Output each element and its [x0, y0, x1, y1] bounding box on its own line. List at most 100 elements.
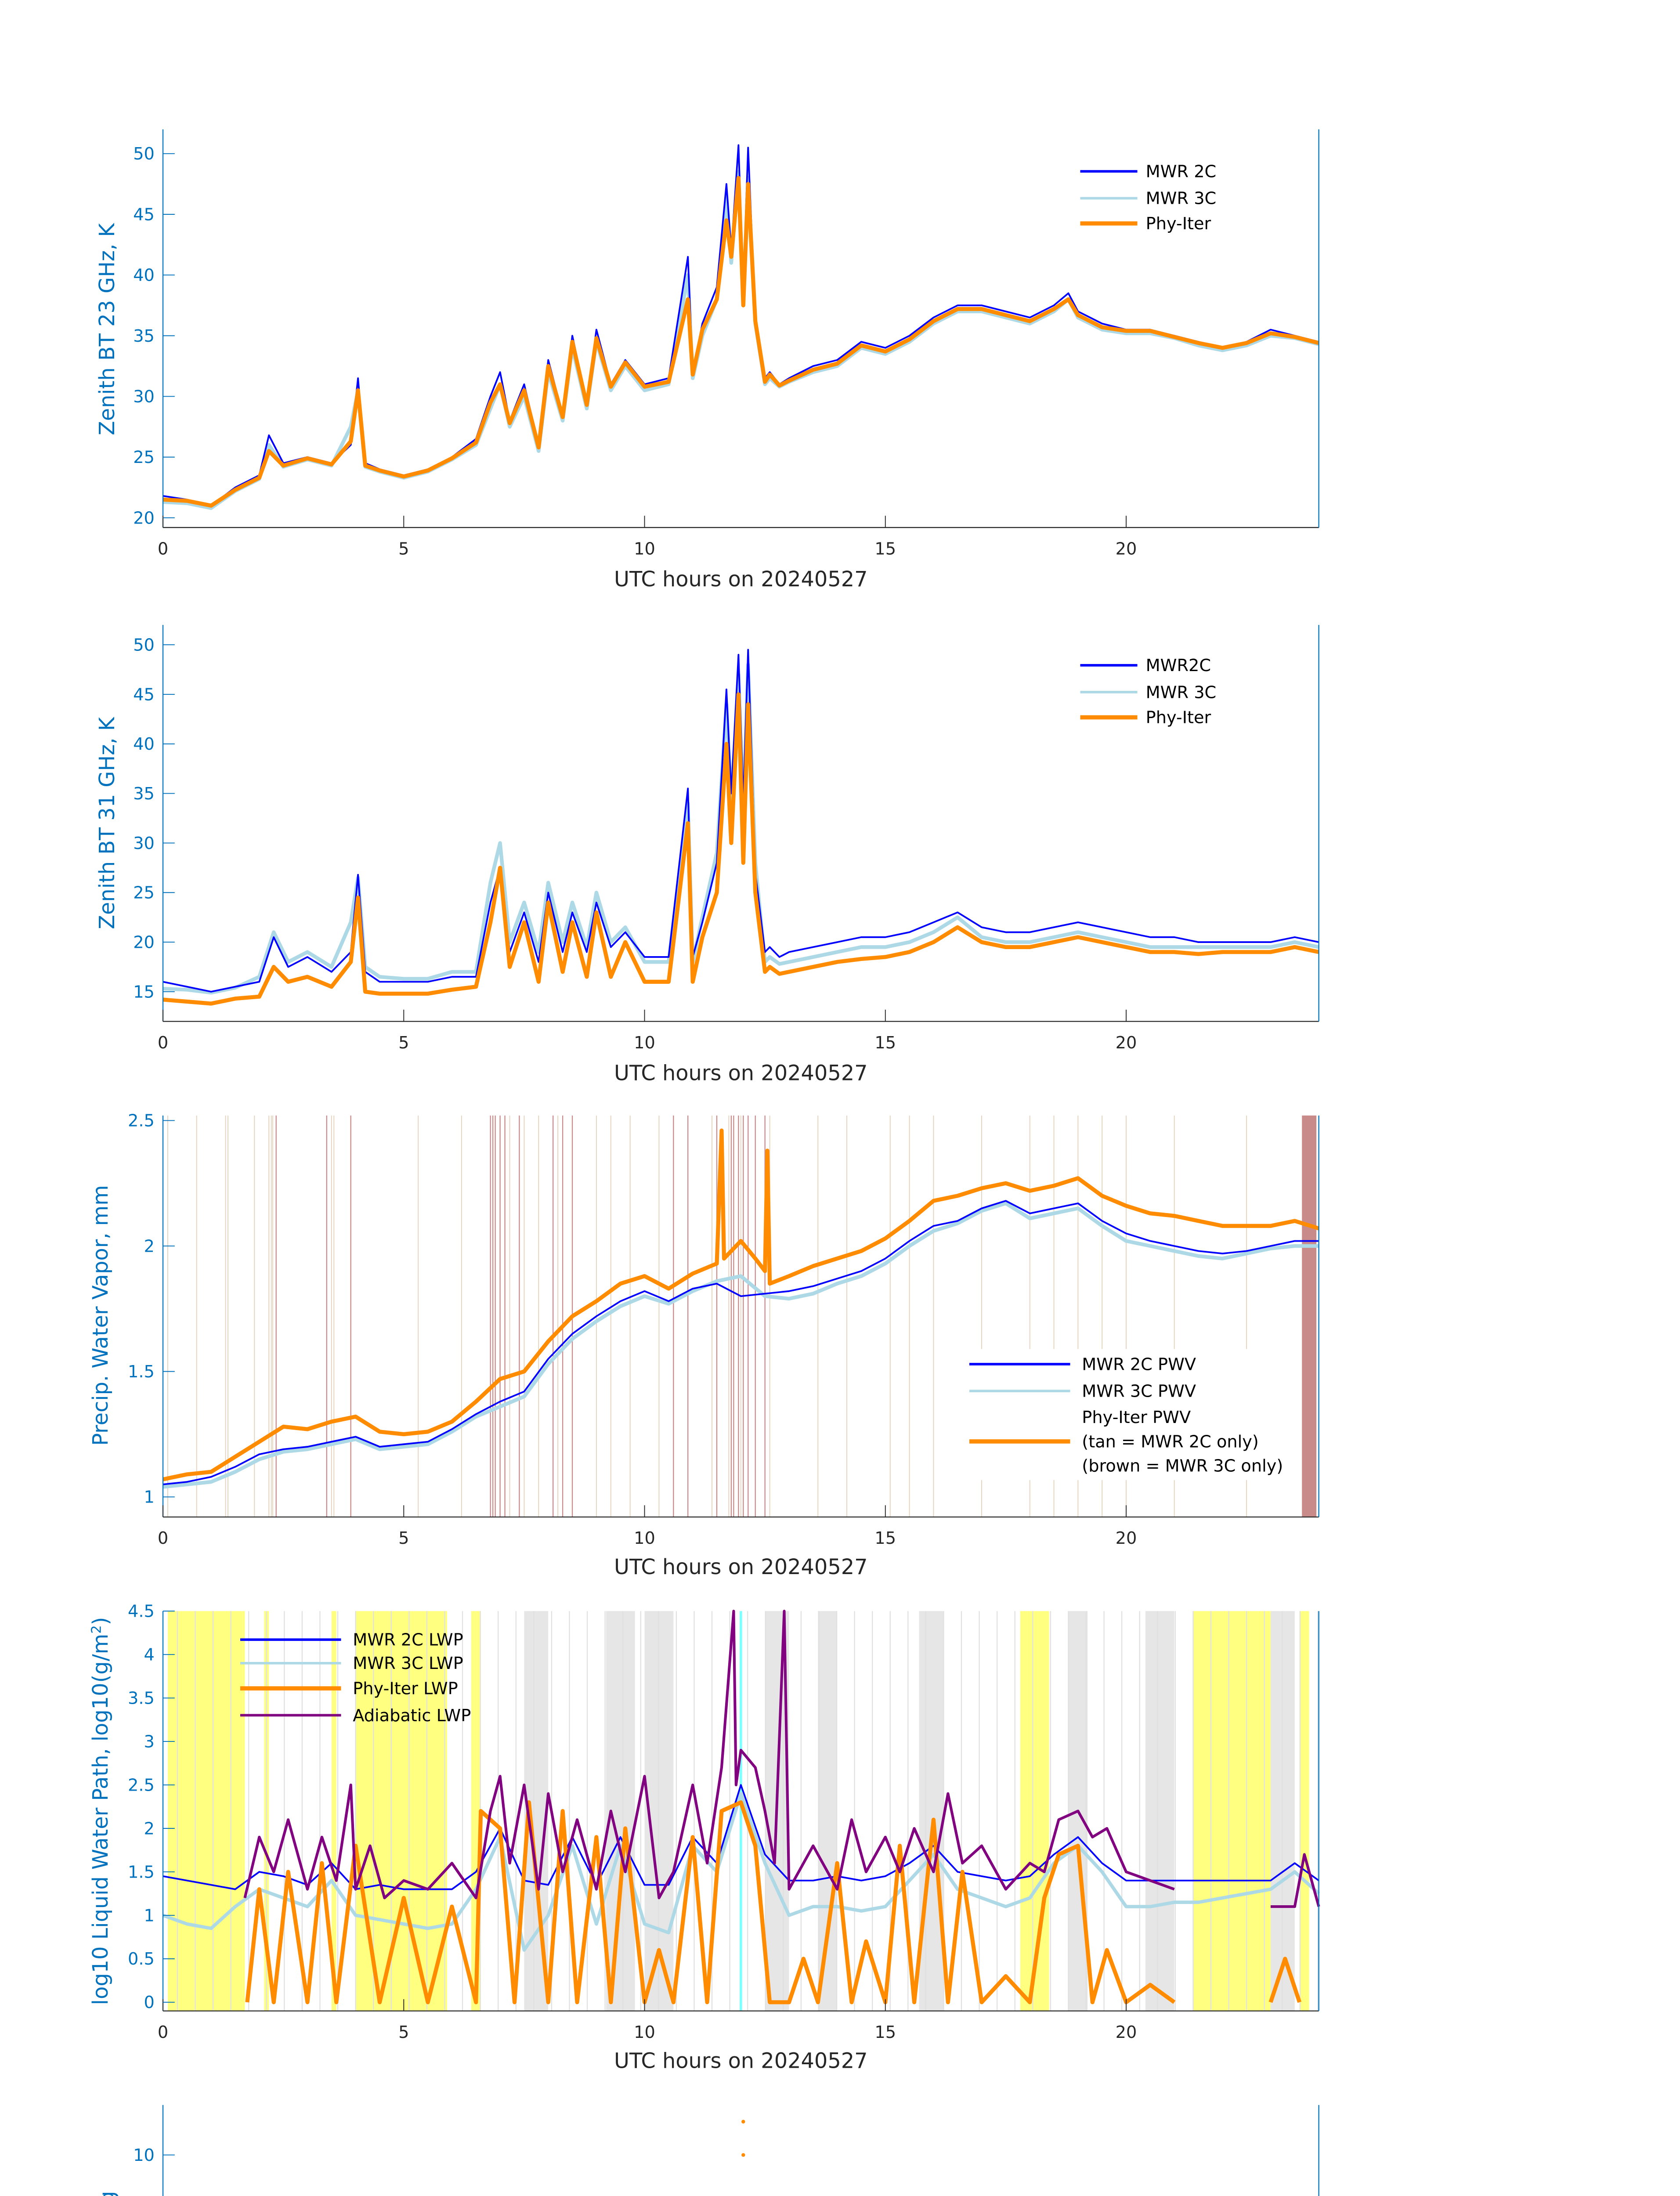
y-tick-label: 1.5	[128, 1362, 155, 1382]
y-tick-label: 25	[133, 883, 155, 903]
panel-dq-flag: 051015200246810 MWR Phy Iter DQ Flag UTC…	[95, 2105, 1319, 2196]
x-tick-label: 10	[634, 2023, 655, 2042]
x-axis-title: UTC hours on 20240527	[614, 1555, 868, 1579]
y-tick-label: 2.5	[128, 1775, 155, 1795]
x-tick-label: 5	[398, 539, 409, 559]
y-tick-label: 25	[133, 448, 155, 467]
legend-label-mwr2c: MWR 2C	[1146, 162, 1217, 182]
legend: MWR 2C LWP MWR 3C LWP Phy-Iter LWP Adiab…	[240, 1630, 471, 1726]
band-yellow	[1020, 1611, 1049, 2011]
legend-label-mwr2c-pwv: MWR 2C PWV	[1082, 1354, 1196, 1374]
y-axis-title: Precip. Water Vapor, mm	[89, 1185, 113, 1446]
x-axis-title: UTC hours on 20240527	[614, 1062, 868, 1086]
series-group	[163, 649, 1319, 1006]
x-tick-label: 10	[634, 539, 655, 559]
y-tick-label: 2.5	[128, 1111, 155, 1131]
y-tick-label: 45	[133, 205, 155, 224]
x-tick-label: 5	[398, 1528, 409, 1548]
legend-label-mwr3c: MWR 3C	[1146, 189, 1217, 209]
series-group	[741, 2120, 745, 2157]
x-tick-label: 0	[158, 1033, 168, 1053]
x-tick-label: 5	[398, 1033, 409, 1053]
series-adiabatic-lwp-line	[243, 1610, 1320, 1908]
y-tick-label: 0.5	[128, 1949, 155, 1969]
plot-background	[167, 1611, 1319, 2011]
legend-label-mwr2c-lwp: MWR 2C LWP	[353, 1630, 463, 1650]
legend-label-mwr3c: MWR 3C	[1146, 683, 1217, 702]
y-tick-label: 4.5	[128, 1602, 155, 1622]
legend-label-phyiter-pwv: Phy-Iter PWV	[1082, 1408, 1191, 1427]
legend-box	[964, 1349, 1301, 1480]
legend: MWR 2C PWV MWR 3C PWV Phy-Iter PWV (tan …	[964, 1349, 1301, 1480]
y-axis-title: Zenith BT 31 GHz, K	[95, 716, 119, 929]
series-mwr3c-pwv-line	[163, 1201, 1319, 1489]
x-tick-label: 15	[874, 1033, 896, 1053]
y-tick-label: 20	[133, 932, 155, 952]
series-group	[163, 1128, 1319, 1489]
y-axis-title-superscript: 2	[89, 1625, 105, 1633]
series-phyiter-line	[163, 176, 1319, 508]
panel-bt23: 0 5 10 15 20 20 25 30 35 40 45 50 Zenith BT 23 GHz,…	[95, 129, 1319, 592]
x-tick-label: 5	[398, 2023, 409, 2042]
series-phyiter-lwp-line	[245, 1800, 1302, 2005]
y-tick-label: 35	[133, 784, 155, 804]
y-tick-label: 3	[144, 1732, 155, 1752]
y-axis-title: log10 Liquid Water Path, log10(g/m2)	[89, 1617, 113, 2005]
legend-label-phyiter: Phy-Iter	[1146, 708, 1211, 728]
x-tick-label: 10	[634, 1033, 655, 1053]
y-tick-label: 3.5	[128, 1689, 155, 1708]
y-tick-label: 2	[144, 1819, 155, 1838]
axes: 0 5 10 15 20 0 0.5 1 1.5 2 2.5 3 3.5 4 4.5	[128, 1602, 1319, 2042]
x-tick-label: 15	[874, 2023, 896, 2042]
x-tick-label: 20	[1116, 2023, 1137, 2042]
y-tick-label: 15	[133, 982, 155, 1002]
y-tick-label: 35	[133, 326, 155, 346]
y-tick-label: 30	[133, 834, 155, 853]
y-tick-label: 2	[144, 1236, 155, 1256]
y-tick-label: 1	[144, 1906, 155, 1925]
y-tick-label: 0	[144, 1993, 155, 2012]
x-tick-label: 15	[874, 539, 896, 559]
dq-flag-point	[741, 2120, 745, 2124]
x-tick-label: 0	[158, 539, 168, 559]
axes: 0 5 10 15 20 20 25 30 35 40 45 50	[133, 129, 1319, 559]
x-tick-label: 0	[158, 2023, 168, 2042]
panel-lwp: 0 5 10 15 20 0 0.5 1 1.5 2 2.5 3 3.5 4 4.5 log10 Liqui…	[89, 1602, 1320, 2073]
y-tick-label: 45	[133, 685, 155, 704]
panel-pwv: 0 5 10 15 20 1 1.5 2 2.5 Precip. Water Vapor, mm…	[89, 1111, 1319, 1579]
panel-bt31: 0 5 10 15 20 15 20 25 30 35 40 45 50 Zenith BT 31 GH…	[95, 625, 1319, 1086]
y-tick-label: 20	[133, 508, 155, 528]
x-tick-label: 15	[874, 1528, 896, 1548]
y-tick-label: 4	[144, 1645, 155, 1665]
legend-label-mwr3c-pwv: MWR 3C PWV	[1082, 1382, 1196, 1401]
y-tick-label: 10	[133, 2145, 155, 2165]
series-phyiter-pwv-line	[163, 1128, 1319, 1481]
series-mwr2c-pwv-line	[163, 1200, 1319, 1485]
y-axis-title-tail: )	[89, 1617, 113, 1625]
x-tick-label: 20	[1116, 539, 1137, 559]
legend-label-phyiter-lwp: Phy-Iter LWP	[353, 1679, 458, 1699]
series-group	[163, 144, 1319, 510]
band-yellow	[167, 1611, 245, 2011]
flag-band-brown	[1302, 1115, 1317, 1517]
x-tick-label: 10	[634, 1528, 655, 1548]
axes: 0 5 10 15 20 1 1.5 2 2.5	[128, 1111, 1319, 1548]
y-tick-label: 40	[133, 266, 155, 285]
band-gray	[919, 1611, 943, 2011]
x-tick-label: 0	[158, 1528, 168, 1548]
y-tick-label: 50	[133, 635, 155, 655]
x-axis-title: UTC hours on 20240527	[614, 567, 868, 592]
axes: 051015200246810	[133, 2105, 1319, 2196]
band-yellow	[1193, 1611, 1271, 2011]
series-mwr3c-lwp-line	[162, 1792, 1320, 1952]
band-yellow	[331, 1611, 336, 2011]
legend: MWR 2C MWR 3C Phy-Iter	[1080, 162, 1216, 234]
series-mwr2c-line	[163, 144, 1319, 507]
legend-label-brown-note: (brown = MWR 3C only)	[1082, 1456, 1283, 1476]
legend-label-phyiter: Phy-Iter	[1146, 214, 1211, 234]
legend-label-tan-note: (tan = MWR 2C only)	[1082, 1432, 1259, 1452]
legend-label-adiabatic-lwp: Adiabatic LWP	[353, 1706, 471, 1726]
series-group	[162, 1610, 1320, 2005]
x-axis-title: UTC hours on 20240527	[614, 2049, 868, 2073]
